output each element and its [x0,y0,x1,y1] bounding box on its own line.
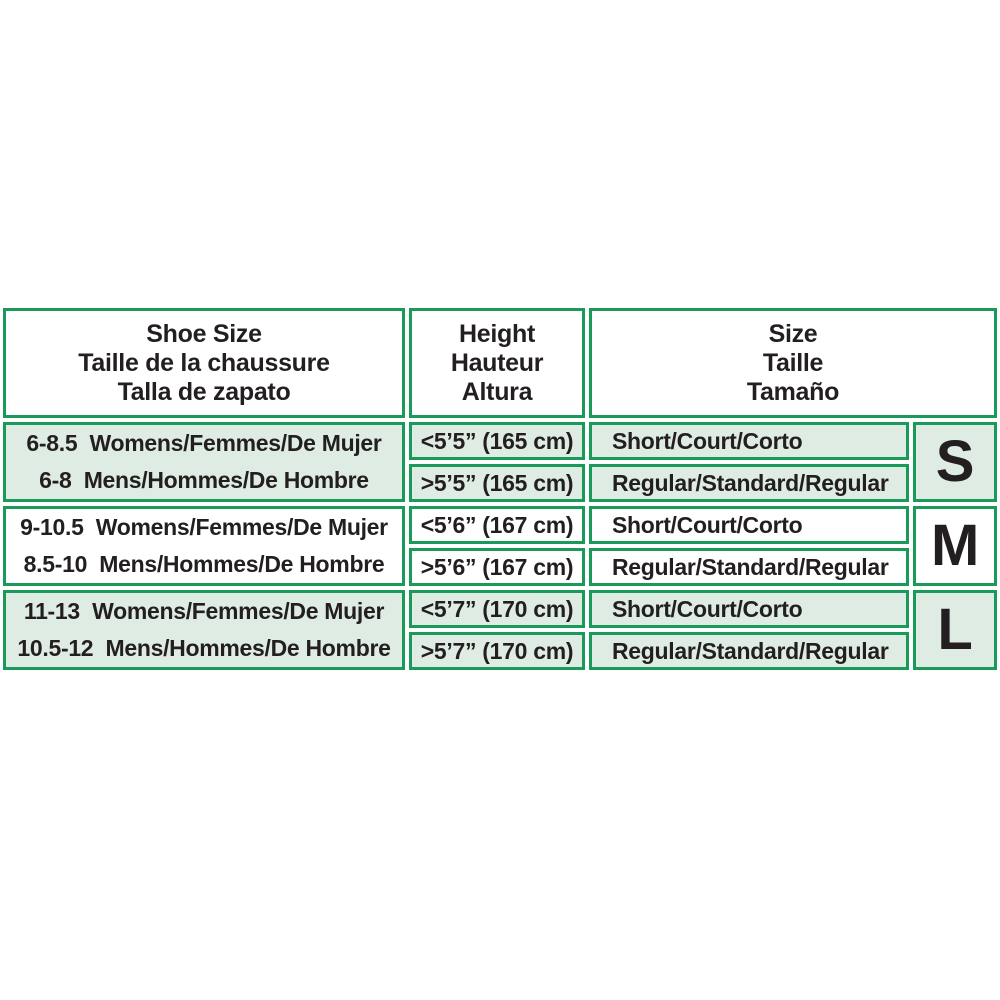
sizing-table: Shoe Size Taille de la chaussure Talla d… [3,308,997,670]
header-shoe-size-es: Talla de zapato [117,377,291,406]
shoe-size-mens: 6-8 Mens/Hommes/De Hombre [39,467,369,493]
size-name-cell: Short/Court/Corto [589,590,909,628]
header-height-es: Altura [461,377,533,406]
header-shoe-size-fr: Taille de la chaussure [78,348,330,377]
header-size-en: Size [768,319,818,348]
shoe-size-mens: 10.5-12 Mens/Hommes/De Hombre [17,635,391,661]
header-cell-shoe-size: Shoe Size Taille de la chaussure Talla d… [3,308,405,418]
shoe-size-cell-m: 9-10.5 Womens/Femmes/De Mujer 8.5-10 Men… [3,506,405,586]
size-letter-cell-s: S [913,422,997,502]
shoe-size-womens: 11-13 Womens/Femmes/De Mujer [23,598,385,624]
shoe-size-cell-s: 6-8.5 Womens/Femmes/De Mujer 6-8 Mens/Ho… [3,422,405,502]
size-name-cell: Short/Court/Corto [589,506,909,544]
shoe-size-mens: 8.5-10 Mens/Hommes/De Hombre [23,551,385,577]
size-name-cell: Regular/Standard/Regular [589,632,909,670]
header-shoe-size-en: Shoe Size [146,319,262,348]
height-cell: <5’5” (165 cm) [409,422,585,460]
header-size-es: Tamaño [746,377,840,406]
header-cell-size: Size Taille Tamaño [589,308,997,418]
size-letter-cell-m: M [913,506,997,586]
height-cell: >5’7” (170 cm) [409,632,585,670]
shoe-size-womens: 6-8.5 Womens/Femmes/De Mujer [26,430,382,456]
size-name-cell: Regular/Standard/Regular [589,548,909,586]
height-cell: >5’6” (167 cm) [409,548,585,586]
shoe-size-womens: 9-10.5 Womens/Femmes/De Mujer [20,514,388,540]
size-name-cell: Regular/Standard/Regular [589,464,909,502]
height-cell: <5’6” (167 cm) [409,506,585,544]
shoe-size-cell-l: 11-13 Womens/Femmes/De Mujer 10.5-12 Men… [3,590,405,670]
header-height-fr: Hauteur [450,348,544,377]
height-cell: <5’7” (170 cm) [409,590,585,628]
header-height-en: Height [459,319,535,348]
header-cell-height: Height Hauteur Altura [409,308,585,418]
size-name-cell: Short/Court/Corto [589,422,909,460]
size-letter-cell-l: L [913,590,997,670]
height-cell: >5’5” (165 cm) [409,464,585,502]
header-size-fr: Taille [762,348,824,377]
